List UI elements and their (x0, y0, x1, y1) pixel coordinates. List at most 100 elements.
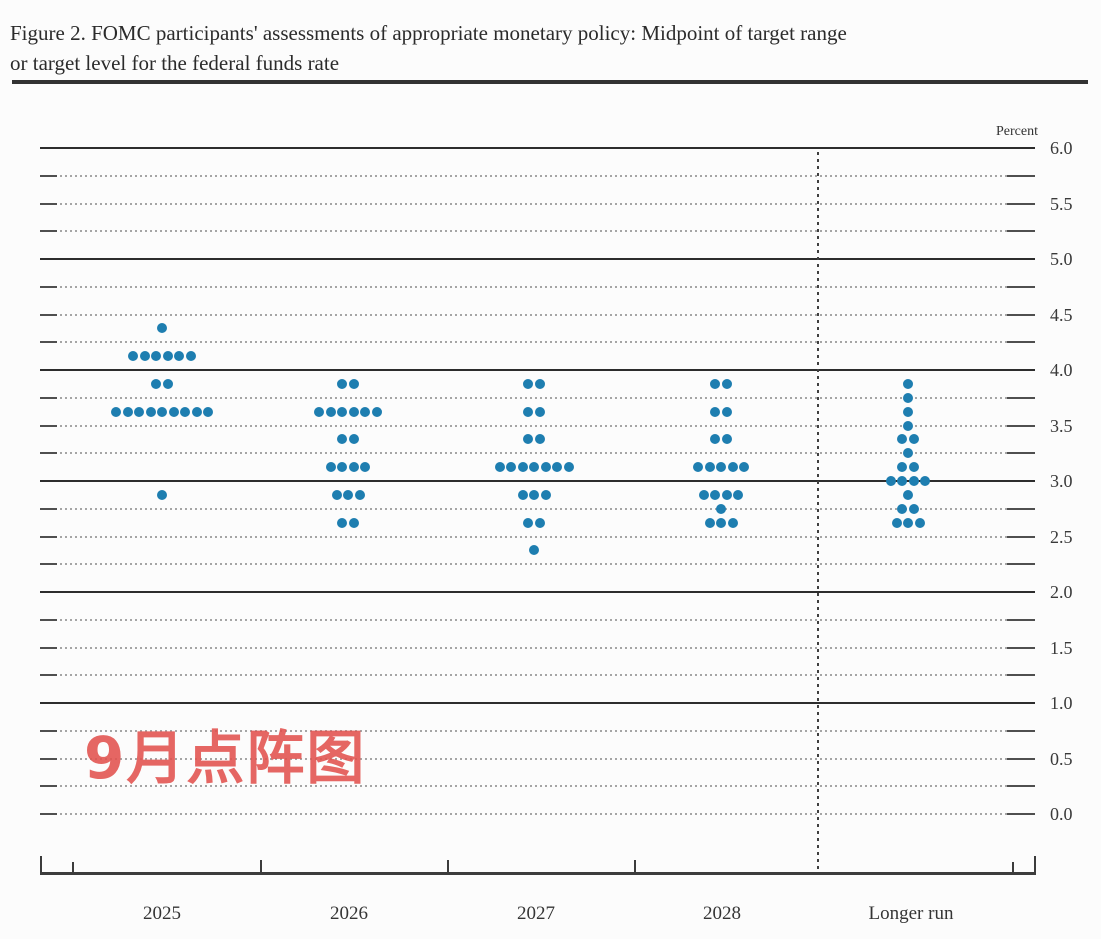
grid-line-dotted (60, 785, 1007, 787)
projection-dot (710, 378, 721, 389)
y-tick-label: 5.5 (1050, 193, 1073, 214)
projection-dot (331, 489, 342, 500)
projection-dot (348, 517, 359, 528)
projection-dot (727, 462, 738, 473)
projection-dot (903, 517, 913, 528)
y-tick-label: 0.0 (1050, 804, 1073, 824)
grid-line-left-tick (40, 674, 57, 676)
projection-dot (914, 517, 925, 528)
projection-dot (157, 323, 167, 334)
projection-dot (534, 378, 545, 389)
projection-dot (151, 378, 162, 389)
projection-dot (343, 489, 353, 500)
axis-tick (40, 856, 42, 872)
projection-dot (325, 406, 336, 417)
y-axis-unit-label: Percent (996, 124, 1038, 139)
grid-line-dotted (60, 175, 1007, 177)
grid-line-dotted (60, 563, 1007, 565)
projection-dot (337, 434, 348, 445)
grid-line-right-tick (1007, 314, 1035, 316)
axis-tick (1012, 862, 1014, 872)
grid-line-right-tick (1007, 674, 1035, 676)
projection-dot (897, 476, 908, 486)
y-tick-label: 4.5 (1050, 304, 1073, 325)
projection-dot (157, 406, 167, 417)
grid-line-right-tick (1007, 425, 1035, 427)
projection-dot (314, 406, 325, 417)
grid-line-right-tick (1007, 508, 1035, 510)
projection-dot (506, 462, 516, 473)
watermark-text: 9月点阵图 (84, 724, 367, 792)
axis-tick (72, 862, 74, 872)
projection-dot (903, 420, 913, 431)
y-tick-label: 4.0 (1050, 360, 1073, 380)
projection-dot (111, 406, 121, 417)
projection-dot (174, 351, 185, 362)
projection-dot (162, 378, 173, 389)
projection-dot (494, 462, 505, 473)
projection-dot (897, 462, 908, 473)
grid-line-dotted (60, 508, 1007, 510)
projection-dot (534, 406, 545, 417)
grid-line-dotted (60, 647, 1007, 649)
projection-dot (128, 351, 139, 362)
projection-dot (348, 434, 359, 445)
grid-line-left-tick (40, 536, 57, 538)
grid-line-dotted (60, 758, 1007, 760)
grid-line-right-tick (1007, 563, 1035, 565)
y-tick-label: 3.0 (1050, 471, 1073, 491)
projection-dot (903, 406, 913, 417)
grid-line-dotted (60, 286, 1007, 288)
projection-dot (523, 517, 534, 528)
y-tick-label: 1.5 (1050, 637, 1073, 658)
grid-line-left-tick (40, 341, 57, 343)
grid-line-left-tick (40, 425, 57, 427)
projection-dot (529, 462, 539, 473)
figure-title-line2: or target level for the federal funds ra… (10, 51, 340, 75)
projection-dot (139, 351, 150, 362)
projection-dot (517, 462, 528, 473)
projection-dot (704, 462, 715, 473)
grid-line-right-tick (1007, 813, 1035, 815)
x-category-label: 2025 (143, 903, 181, 924)
projection-dot (337, 406, 348, 417)
projection-dot (903, 392, 913, 403)
grid-line-right-tick (1007, 785, 1035, 787)
grid-line-left-tick (40, 730, 57, 732)
projection-dot (523, 378, 534, 389)
projection-dot (704, 517, 715, 528)
grid-line-dotted (60, 536, 1007, 538)
grid-line-solid (40, 147, 1035, 149)
y-tick-label: 5.0 (1050, 249, 1073, 269)
grid-line-left-tick (40, 813, 57, 815)
projection-dot (721, 489, 732, 500)
grid-line-left-tick (40, 230, 57, 232)
grid-line-right-tick (1007, 175, 1035, 177)
axis-tick (1034, 856, 1036, 872)
projection-dot (191, 406, 202, 417)
grid-line-dotted (60, 813, 1007, 815)
grid-line-left-tick (40, 203, 57, 205)
projection-dot (337, 462, 348, 473)
x-category-label: 2026 (330, 903, 368, 924)
projection-dot (523, 434, 534, 445)
grid-line-dotted (60, 452, 1007, 454)
y-tick-label: 2.5 (1050, 526, 1073, 547)
grid-line-dotted (60, 341, 1007, 343)
projection-dot (908, 503, 919, 514)
title-divider-rule (12, 80, 1088, 84)
projection-dot (534, 434, 545, 445)
projection-dot (360, 462, 371, 473)
projection-dot (180, 406, 190, 417)
grid-line-right-tick (1007, 536, 1035, 538)
projection-dot (721, 378, 732, 389)
projection-dot (371, 406, 382, 417)
x-category-label: 2028 (703, 903, 741, 924)
projection-dot (710, 434, 721, 445)
grid-line-left-tick (40, 508, 57, 510)
grid-line-dotted (60, 730, 1007, 732)
projection-dot (523, 406, 534, 417)
y-tick-label: 2.0 (1050, 582, 1073, 602)
grid-line-left-tick (40, 785, 57, 787)
axis-tick (260, 860, 262, 872)
